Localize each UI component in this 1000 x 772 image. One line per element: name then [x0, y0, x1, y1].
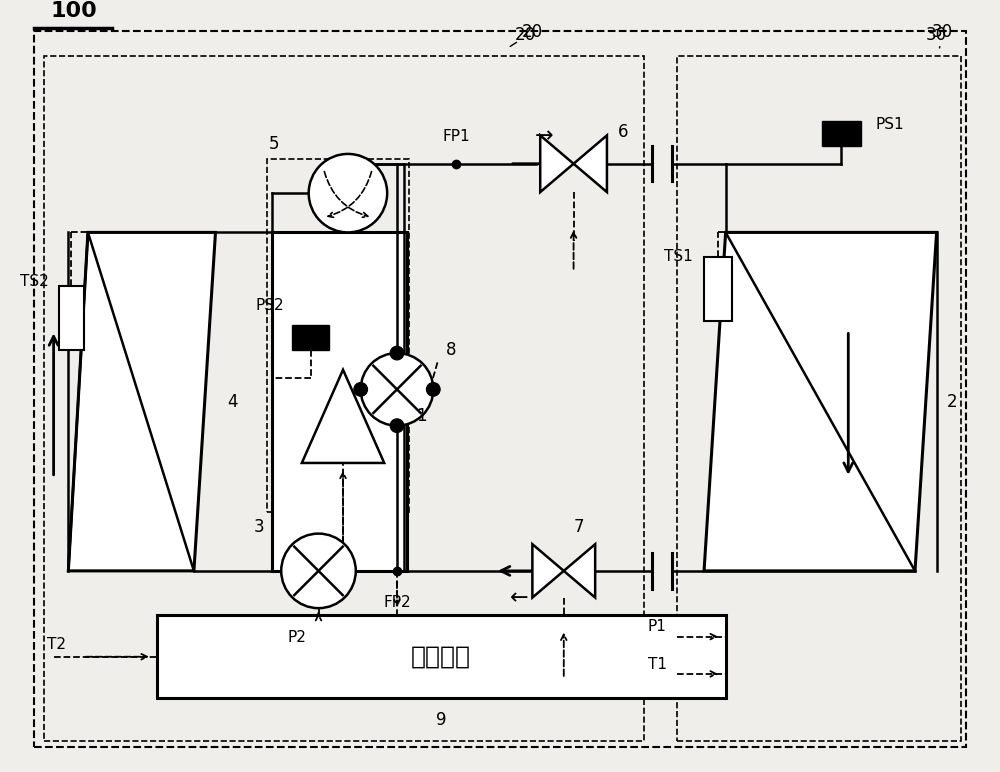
Text: 30: 30 [925, 26, 946, 44]
Text: P1: P1 [648, 619, 667, 635]
Bar [157, 615, 726, 699]
Polygon shape [574, 135, 607, 192]
Text: 6: 6 [618, 124, 628, 141]
Polygon shape [68, 232, 215, 571]
Text: 30: 30 [932, 23, 953, 48]
Text: 2: 2 [946, 393, 957, 411]
Text: 1: 1 [417, 408, 427, 425]
Bar [59, 286, 84, 350]
Text: 7: 7 [574, 518, 584, 536]
Text: PS2: PS2 [256, 299, 284, 313]
Text: FP2: FP2 [383, 594, 411, 610]
Text: 5: 5 [269, 135, 279, 153]
Text: TS2: TS2 [20, 274, 49, 289]
Polygon shape [532, 544, 564, 598]
Circle shape [390, 419, 404, 432]
Text: P2: P2 [288, 630, 307, 645]
Text: TS1: TS1 [664, 249, 692, 265]
Text: →: → [535, 127, 553, 146]
Polygon shape [704, 232, 937, 571]
Circle shape [281, 533, 356, 608]
Text: ←: ← [510, 588, 529, 608]
Bar [292, 325, 329, 350]
Bar [677, 56, 961, 740]
Circle shape [361, 353, 433, 425]
Bar [267, 159, 409, 512]
Text: 20: 20 [515, 26, 536, 44]
Text: 3: 3 [254, 518, 265, 536]
Bar [822, 120, 861, 146]
Text: 控制装置: 控制装置 [411, 645, 471, 669]
Bar [704, 257, 732, 320]
Polygon shape [302, 370, 384, 463]
Text: 8: 8 [446, 341, 457, 359]
Text: T1: T1 [648, 656, 667, 672]
Circle shape [354, 382, 368, 396]
Circle shape [309, 154, 387, 232]
Text: 100: 100 [51, 2, 97, 22]
Circle shape [426, 382, 440, 396]
Text: 9: 9 [436, 711, 446, 729]
Bar [272, 232, 407, 571]
Text: FP1: FP1 [442, 129, 470, 144]
Polygon shape [564, 544, 595, 598]
Polygon shape [540, 135, 574, 192]
Text: 20: 20 [510, 23, 543, 46]
Text: 4: 4 [227, 393, 238, 411]
Bar [44, 56, 644, 740]
Text: T2: T2 [47, 638, 66, 652]
Circle shape [390, 346, 404, 360]
Text: PS1: PS1 [876, 117, 904, 132]
